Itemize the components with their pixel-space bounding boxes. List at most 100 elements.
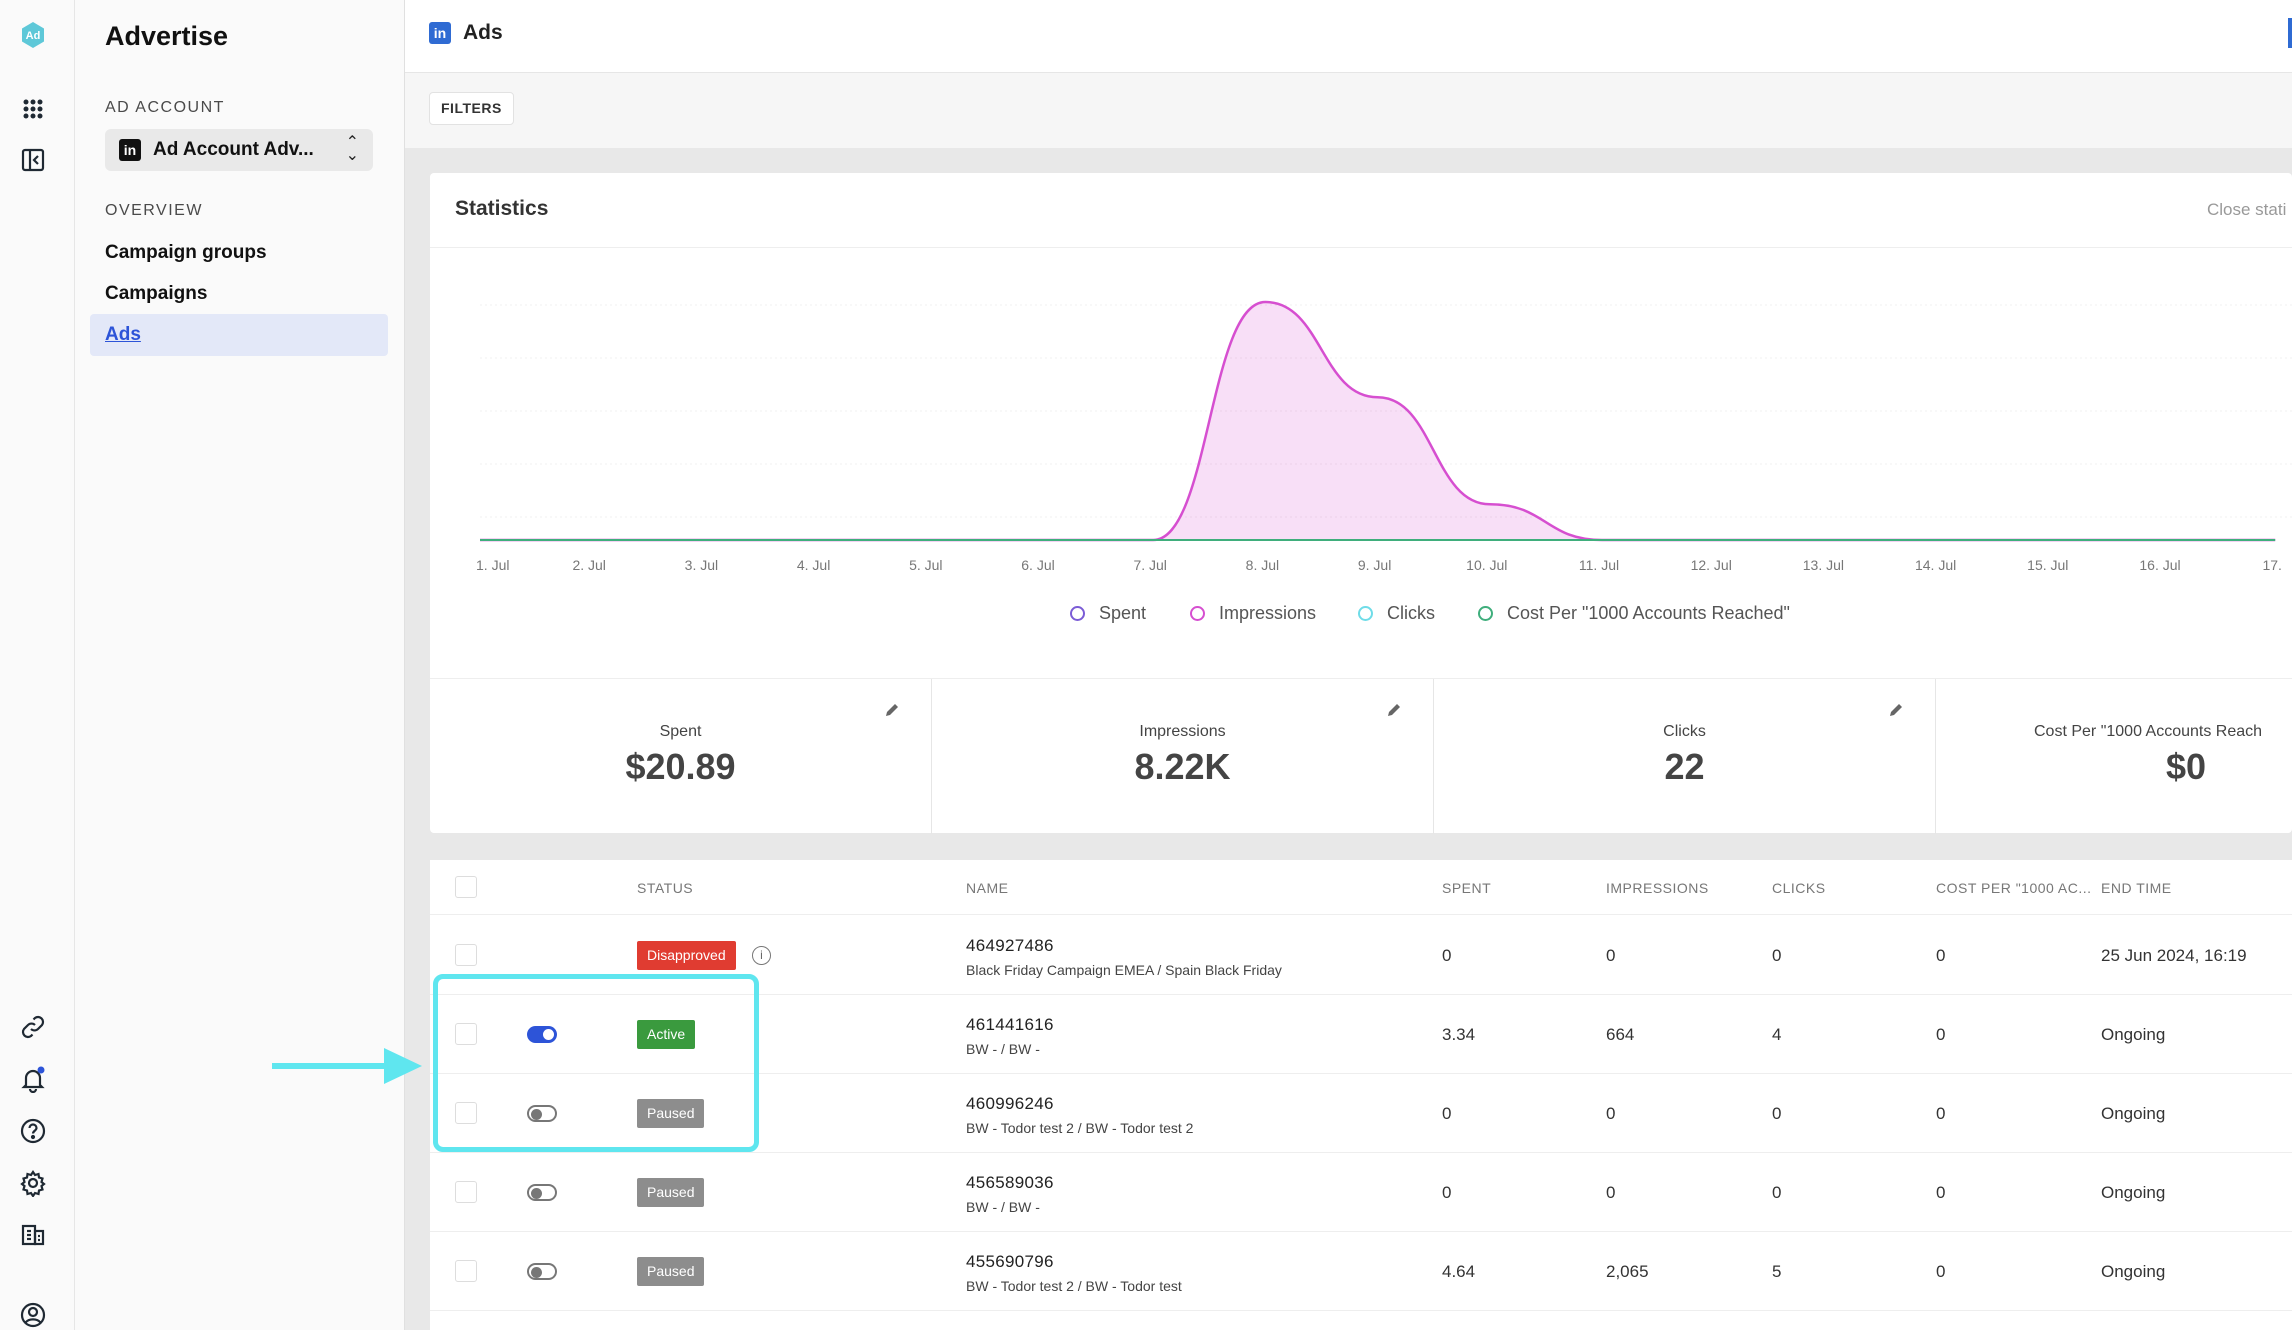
sidebar-item-ads[interactable]: Ads — [90, 314, 388, 356]
kpi-value: 22 — [1664, 746, 1705, 787]
apps-grid-icon[interactable] — [16, 92, 50, 126]
app-logo-icon[interactable]: Ad — [16, 18, 50, 52]
statistics-chart: 1. Jul 2. Jul 3. Jul 4. Jul 5. Jul 6. Jul 7. J… — [476, 300, 2292, 573]
cell-cpm: 0 — [1936, 1262, 1946, 1281]
sidebar-item-campaigns[interactable]: Campaigns — [105, 283, 208, 304]
help-icon[interactable] — [16, 1114, 50, 1148]
kpi-impressions: Impressions 8.22K — [932, 679, 1434, 834]
x-tick-label: 15. Jul — [2027, 557, 2068, 573]
cell-cpm: 0 — [1936, 1183, 1946, 1202]
kpi-clicks: Clicks 22 — [1434, 679, 1936, 834]
cell-impressions: 0 — [1606, 1183, 1616, 1202]
legend-label: Impressions — [1219, 603, 1317, 623]
settings-icon[interactable] — [16, 1166, 50, 1200]
kpi-value: $20.89 — [625, 746, 736, 787]
building-icon[interactable] — [16, 1217, 50, 1251]
statistics-header: Statistics Close stati — [430, 173, 2292, 248]
cell-end: Ongoing — [2101, 1183, 2166, 1202]
kpi-cost-per-1000: Cost Per "1000 Accounts Reach $0 — [1936, 679, 2292, 834]
kpi-value: 8.22K — [1134, 746, 1231, 787]
chart-legend: Spent Impressions Clicks Cost Per "1000 … — [430, 603, 1830, 633]
row-checkbox[interactable] — [455, 1260, 477, 1282]
toggle-knob — [531, 1266, 542, 1278]
x-tick-label: 3. Jul — [685, 557, 718, 573]
cell-impressions: 0 — [1606, 1104, 1616, 1123]
pencil-icon[interactable] — [1385, 701, 1403, 719]
bell-icon[interactable] — [16, 1062, 50, 1096]
ad-id[interactable]: 456589036 — [966, 1173, 1054, 1192]
row-checkbox[interactable] — [455, 1023, 477, 1045]
cell-clicks: 4 — [1772, 1025, 1782, 1044]
legend-item-spent[interactable]: Spent — [1070, 603, 1146, 624]
x-tick-label: 10. Jul — [1466, 557, 1507, 573]
status-toggle[interactable] — [527, 1026, 557, 1043]
x-tick-label: 2. Jul — [572, 557, 605, 573]
sidebar-item-campaign-groups[interactable]: Campaign groups — [105, 242, 267, 263]
kpi-row: Spent $20.89 Impressions 8.22K Clicks 22… — [430, 678, 2292, 834]
cell-end: Ongoing — [2101, 1262, 2166, 1281]
ad-account-select[interactable]: in Ad Account Adv... ⌃ ⌄ — [105, 129, 373, 171]
ad-campaign-path: BW - / BW - — [966, 1199, 1040, 1215]
filters-button[interactable]: FILTERS — [429, 92, 514, 125]
x-tick-label: 16. Jul — [2139, 557, 2180, 573]
table-row[interactable]: Paused 460996246 BW - Todor test 2 / BW - … — [430, 1074, 2292, 1153]
column-header-clicks[interactable]: CLICKS — [1772, 880, 1826, 896]
status-toggle[interactable] — [527, 1263, 557, 1280]
column-header-status[interactable]: STATUS — [637, 880, 694, 896]
close-statistics-button[interactable]: Close stati — [2207, 200, 2287, 219]
table-header: STATUS NAME SPENT IMPRESSIONS CLICKS COS… — [430, 860, 2292, 915]
row-checkbox[interactable] — [455, 1102, 477, 1124]
legend-label: Clicks — [1387, 603, 1435, 623]
column-header-cost-per-1000[interactable]: COST PER "1000 AC... — [1936, 880, 2092, 896]
info-icon[interactable]: i — [752, 946, 771, 965]
column-header-impressions[interactable]: IMPRESSIONS — [1606, 880, 1709, 896]
cell-spent: 0 — [1442, 1183, 1452, 1202]
svg-text:Ad: Ad — [26, 30, 41, 42]
cell-end: Ongoing — [2101, 1104, 2166, 1123]
ad-campaign-path: BW - / BW - — [966, 1041, 1040, 1057]
icon-rail: Ad — [0, 0, 75, 1330]
cell-spent: 3.34 — [1442, 1025, 1476, 1044]
pencil-icon[interactable] — [1887, 701, 1905, 719]
legend-label: Cost Per "1000 Accounts Reached" — [1507, 603, 1790, 623]
x-tick-label: 17. — [2262, 557, 2281, 573]
table-row[interactable]: Paused 456589036 BW - / BW - 0 0 0 0 Ongoing — [430, 1153, 2292, 1232]
ad-id[interactable]: 455690796 — [966, 1252, 1054, 1271]
cell-impressions: 2,065 — [1606, 1262, 1649, 1281]
cell-impressions: 0 — [1606, 946, 1616, 965]
status-badge: Disapproved — [637, 941, 736, 970]
cell-spent: 4.64 — [1442, 1262, 1476, 1281]
table-row[interactable]: Disapproved i 464927486 Black Friday Campai… — [430, 916, 2292, 995]
table-row[interactable]: Active 461441616 BW - / BW - 3.34 664 4 0 Ongoi… — [430, 995, 2292, 1074]
pencil-icon[interactable] — [883, 701, 901, 719]
sidebar-item-ads-label: Ads — [105, 324, 141, 345]
column-header-name[interactable]: NAME — [966, 880, 1009, 896]
legend-item-impressions[interactable]: Impressions — [1190, 603, 1316, 624]
user-icon[interactable] — [16, 1298, 50, 1330]
header-action-edge[interactable] — [2288, 18, 2292, 48]
sidebar-toggle-icon[interactable] — [16, 143, 50, 177]
legend-item-clicks[interactable]: Clicks — [1358, 603, 1435, 624]
ad-campaign-path: BW - Todor test 2 / BW - Todor test — [966, 1278, 1182, 1294]
x-tick-label: 4. Jul — [797, 557, 830, 573]
side-navigation: Advertise AD ACCOUNT in Ad Account Adv..… — [75, 0, 405, 1330]
status-toggle[interactable] — [527, 1184, 557, 1201]
app-title: Advertise — [105, 21, 229, 51]
status-toggle[interactable] — [527, 1105, 557, 1122]
ad-id[interactable]: 461441616 — [966, 1015, 1054, 1034]
column-header-end-time[interactable]: END TIME — [2101, 880, 2172, 896]
legend-item-cost-per-1000[interactable]: Cost Per "1000 Accounts Reached" — [1478, 603, 1790, 624]
row-checkbox[interactable] — [455, 944, 477, 966]
select-all-checkbox[interactable] — [455, 876, 477, 898]
ad-account-name: Ad Account Adv... — [153, 139, 314, 160]
row-checkbox[interactable] — [455, 1181, 477, 1203]
ad-campaign-path: BW - Todor test 2 / BW - Todor test 2 — [966, 1120, 1194, 1136]
cell-clicks: 5 — [1772, 1262, 1782, 1281]
cell-end: Ongoing — [2101, 1025, 2166, 1044]
overview-label: OVERVIEW — [105, 202, 203, 219]
table-row[interactable]: Paused 455690796 BW - Todor test 2 / BW - … — [430, 1232, 2292, 1311]
ad-id[interactable]: 464927486 — [966, 936, 1054, 955]
column-header-spent[interactable]: SPENT — [1442, 880, 1492, 896]
ad-id[interactable]: 460996246 — [966, 1094, 1054, 1113]
link-icon[interactable] — [16, 1010, 50, 1044]
